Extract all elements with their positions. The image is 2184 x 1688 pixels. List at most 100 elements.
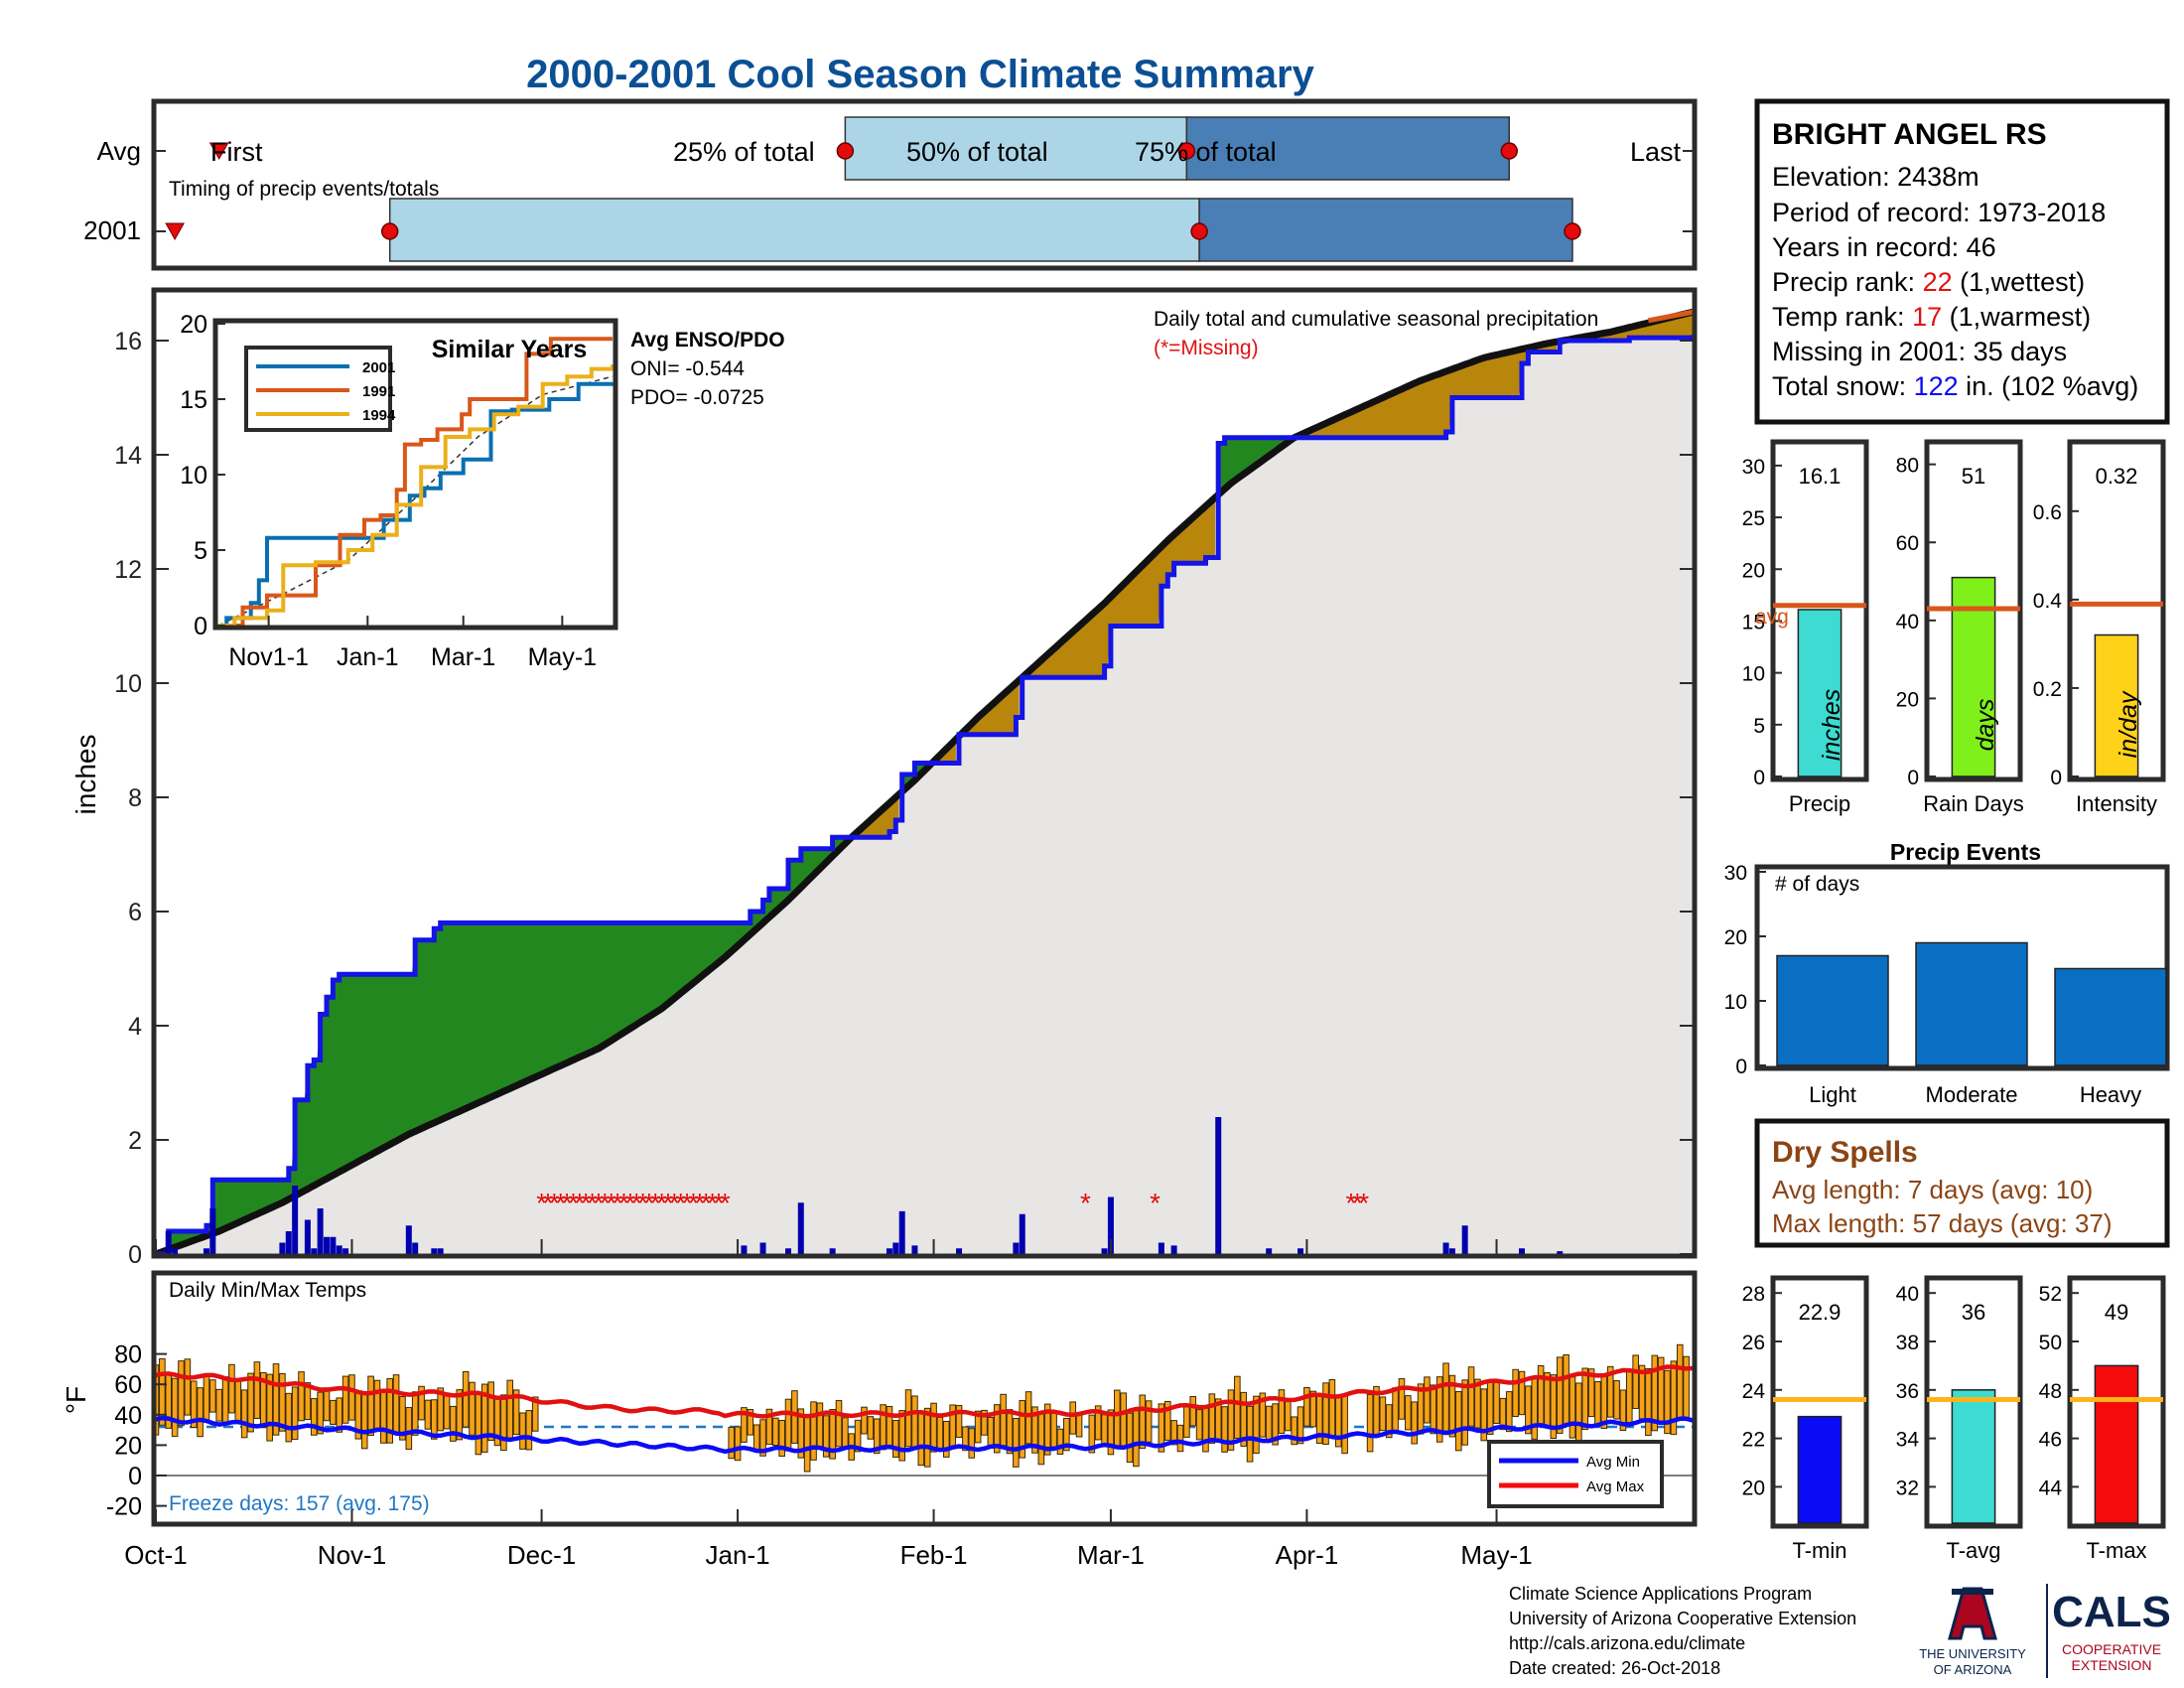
rain-days-panel-value-label: 51: [1962, 464, 1985, 489]
tavg-panel-name-label: T-avg: [1946, 1538, 2000, 1563]
daily-precip-bar-6: [292, 1186, 299, 1254]
precip-events-ytick-label-1: 10: [1724, 991, 1747, 1014]
intensity-panel-bar: [2094, 633, 2139, 777]
daily-temp-bar-135: [1006, 1409, 1014, 1455]
timing-2001-75-marker: [1564, 222, 1581, 240]
daily-temp-bar-123: [930, 1402, 937, 1453]
ua-line-1: THE UNIVERSITY: [1919, 1646, 2026, 1661]
footer: Climate Science Applications Program Uni…: [1509, 1584, 2171, 1678]
daily-temp-bar-96: [759, 1419, 766, 1457]
daily-temp-bar-12: [228, 1363, 235, 1414]
daily-temp-bar-20: [279, 1372, 286, 1432]
daily-temp-bar-198: [1405, 1395, 1412, 1431]
daily-temp-bar-203: [1435, 1376, 1443, 1443]
daily-temp-bar-94: [747, 1409, 754, 1436]
daily-temp-bar-207: [1461, 1379, 1468, 1446]
daily-temp-bar-157: [1145, 1400, 1153, 1443]
daily-precip-bar-34: [1215, 1117, 1222, 1254]
dry-spells-box: Dry Spells Avg length: 7 days (avg: 10) …: [1754, 1118, 2170, 1248]
tmin-panel-ytick-label-1: 22: [1742, 1429, 1765, 1452]
precip-panel-ytick-label-5: 25: [1742, 507, 1765, 530]
daily-temp-bar-106: [822, 1415, 830, 1458]
inset-xtick-label-1: Jan-1: [337, 643, 399, 671]
daily-temp-bar-42: [418, 1385, 425, 1421]
cals-logo-text: CALS: [2052, 1588, 2171, 1636]
daily-precip-bar-18: [741, 1245, 748, 1254]
inset-series-line-1994: [218, 364, 614, 628]
daily-precip-bar-29: [1019, 1213, 1025, 1254]
daily-temp-bar-21: [285, 1392, 293, 1443]
daily-temp-bar-125: [942, 1420, 950, 1458]
main-ytick-label-8: 16: [114, 328, 142, 355]
daily-temp-bar-152: [1113, 1389, 1121, 1449]
daily-temp-bar-107: [829, 1409, 836, 1460]
daily-temp-bar-46: [443, 1395, 451, 1430]
daily-temp-bar-195: [1385, 1404, 1393, 1439]
daily-precip-bar-31: [1107, 1196, 1114, 1254]
daily-temp-bar-124: [936, 1416, 944, 1452]
daily-precip-bar-7: [304, 1219, 311, 1254]
daily-temp-bar-159: [1158, 1403, 1165, 1453]
intensity-panel-name-label: Intensity: [2076, 791, 2157, 816]
daily-temp-bar-108: [835, 1400, 843, 1448]
above-average-area-10: [1218, 437, 1295, 495]
tavg-panel-bar: [1951, 1389, 1996, 1524]
rain-days-panel-ytick-label-3: 60: [1896, 532, 1919, 555]
missing-day-marker-19: *: [656, 1188, 667, 1218]
daily-precip-bar-40: [1519, 1248, 1525, 1254]
ua-line-2: OF ARIZONA: [1934, 1662, 2012, 1677]
daily-precip-bar-5: [285, 1231, 292, 1254]
tmin-panel-ytick-label-0: 20: [1742, 1477, 1765, 1499]
daily-temp-bar-185: [1322, 1382, 1329, 1446]
daily-temp-bar-19: [272, 1363, 280, 1436]
main-ytick-label-0: 0: [128, 1241, 142, 1269]
daily-temp-bar-25: [310, 1398, 318, 1436]
daily-temp-bar-228: [1594, 1381, 1601, 1427]
intensity-panel-value-label: 0.32: [2096, 464, 2138, 489]
daily-temp-bar-234: [1632, 1354, 1639, 1409]
timing-avg-q2-box: [1185, 116, 1511, 181]
daily-temp-bar-205: [1448, 1374, 1456, 1438]
intensity-panel-ytick-label-3: 0.6: [2033, 501, 2062, 524]
daily-temp-bar-30: [341, 1375, 349, 1424]
rain-days-panel-ytick-label-0: 0: [1907, 767, 1919, 789]
daily-temp-bar-154: [1126, 1412, 1134, 1463]
daily-temp-bar-132: [987, 1416, 995, 1449]
avg-min-temp-line: [155, 1415, 1694, 1455]
tavg-panel-ytick-label-2: 36: [1896, 1380, 1919, 1403]
daily-temp-bar-139: [1031, 1406, 1038, 1454]
daily-temp-bar-29: [336, 1397, 343, 1433]
daily-temp-bar-121: [917, 1412, 925, 1467]
footer-line-3: http://cals.arizona.edu/climate: [1509, 1633, 1745, 1653]
precip-events-ylabel: # of days: [1775, 873, 1859, 896]
average-cumulative-line: [154, 308, 1694, 1258]
station-info-box: BRIGHT ANGEL RS Elevation: 2438m Period …: [1754, 98, 2170, 425]
daily-temp-bar-242: [1683, 1355, 1690, 1421]
daily-temp-bar-160: [1163, 1400, 1171, 1441]
tmax-panel-ytick-label-4: 52: [2039, 1283, 2062, 1306]
daily-temp-bar-165: [1195, 1409, 1203, 1441]
timing-2001-q2-box: [1198, 198, 1573, 262]
missing-day-marker-30: *: [1080, 1188, 1091, 1218]
missing-day-marker-29: *: [720, 1188, 731, 1218]
daily-temp-bar-41: [411, 1391, 419, 1436]
daily-temp-bar-212: [1493, 1381, 1500, 1424]
inset-series-line-1991: [218, 337, 613, 628]
main-precip-panel: ****************************** * * ***02468…: [70, 287, 1698, 1269]
daily-temp-bar-101: [791, 1390, 798, 1444]
enso-title: Avg ENSO/PDO: [630, 329, 785, 352]
daily-temp-bar-16: [253, 1361, 261, 1420]
tmin-panel-ytick-label-4: 28: [1742, 1283, 1765, 1306]
dry-spells-title: Dry Spells: [1772, 1136, 1918, 1169]
intensity-panel-unit: in/day: [2115, 690, 2142, 758]
tmin-panel-ytick-label-2: 24: [1742, 1380, 1766, 1403]
intensity-panel-ytick-label-0: 0: [2050, 767, 2062, 789]
tmin-panel-name-label: T-min: [1793, 1538, 1847, 1563]
daily-temp-bar-6: [190, 1380, 198, 1429]
timing-row-avg-label: Avg: [97, 136, 141, 166]
daily-temp-bar-204: [1442, 1362, 1449, 1436]
daily-temp-bar-11: [221, 1376, 229, 1423]
daily-temp-bar-222: [1556, 1356, 1564, 1434]
daily-temp-bar-114: [873, 1418, 881, 1455]
